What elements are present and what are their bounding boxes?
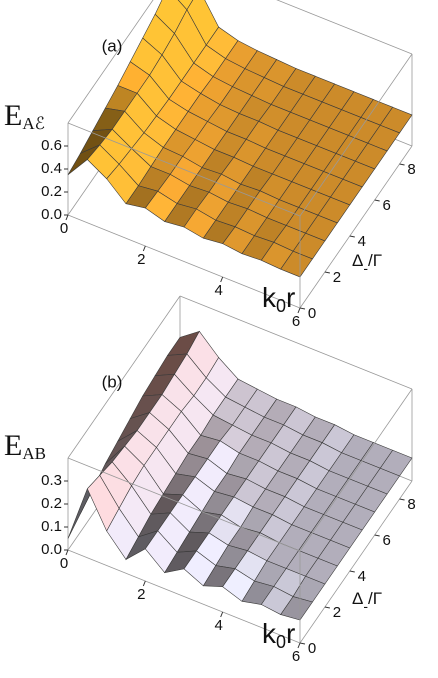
x-tick-label: 4 [214,617,222,634]
z-axis-label-part: Aℰ [22,114,45,133]
y-axis-label: Δ-/Γ [352,589,382,613]
y-tick-label: 0 [308,305,316,322]
y-axis-label: Δ-/Γ [352,251,382,275]
box-edge [299,480,413,644]
y-tick [349,235,355,238]
z-tick-label: 0.2 [41,495,62,512]
y-axis-label-part: /Γ [368,589,382,608]
surface-patch [280,596,313,621]
z-tick-label: 0.0 [41,541,62,558]
y-axis-label-part: /Γ [368,251,382,270]
x-tick-label: 0 [60,220,68,237]
z-axis-label-part: E [4,429,22,462]
box-edge [67,549,301,644]
z-axis-label-part: E [4,99,22,132]
z-tick-label: 0.1 [41,518,62,535]
x-axis-label-part: r [286,282,295,313]
y-tick-label: 2 [333,604,341,621]
y-tick-label: 2 [333,269,341,286]
y-axis-label-part: - [363,260,368,276]
y-tick [399,498,405,501]
x-tick [297,307,301,314]
box-edge [299,53,413,217]
x-tick [65,214,69,221]
x-tick-label: 6 [292,648,300,665]
y-axis-label-part: - [363,598,368,614]
x-axis-label-part: k [262,282,277,313]
x-tick [297,642,301,649]
y-tick-label: 6 [382,197,390,214]
y-tick [374,534,380,537]
x-tick [220,611,224,618]
y-tick-label: 8 [407,161,415,178]
z-axis-label-part: AB [22,444,46,463]
y-tick [399,163,405,166]
x-tick [142,580,146,587]
y-tick-label: 0 [308,640,316,657]
box-edge [299,145,413,309]
y-tick-label: 8 [407,496,415,513]
x-axis-label-part: k [262,618,277,649]
x-tick-label: 4 [214,282,222,299]
y-tick-label: 4 [358,233,366,250]
z-tick-label: 0.4 [41,160,62,177]
y-tick-label: 6 [382,532,390,549]
x-tick [220,276,224,283]
y-tick [299,642,306,645]
y-tick [374,199,380,202]
x-tick-label: 2 [137,251,145,268]
panel-label: (b) [102,372,123,391]
box-edge [179,295,413,390]
panel-label: (a) [102,36,123,55]
box-edge [67,0,154,124]
x-tick-label: 0 [60,555,68,572]
z-tick-label: 0.3 [41,472,62,489]
y-tick [324,606,330,609]
x-tick-label: 2 [137,586,145,603]
x-axis-label-part: 0 [276,296,286,316]
z-tick-label: 0.6 [41,137,62,154]
y-axis-label-part: Δ [352,589,363,608]
z-axis-label: EAℰ [4,99,45,133]
box-edge [67,214,301,309]
x-tick-label: 6 [292,313,300,330]
y-tick [324,271,330,274]
box-edge [299,388,413,552]
box-edge [67,122,301,217]
y-tick [299,307,306,310]
y-tick-label: 4 [358,568,366,585]
z-tick-label: 0.2 [41,183,62,200]
x-axis-label: k0r [262,618,295,651]
y-tick [349,570,355,573]
y-axis-label-part: Δ [352,251,363,270]
x-tick [65,549,69,556]
x-axis-label: k0r [262,282,295,315]
z-tick-label: 0.0 [41,206,62,223]
surface-patch [280,250,313,278]
x-axis-label-part: r [286,618,295,649]
box-edge [67,295,181,459]
z-axis-label: EAB [4,429,46,463]
x-axis-label-part: 0 [276,632,286,652]
box-edge [276,0,413,55]
box-edge [67,457,301,552]
x-tick [142,245,146,252]
